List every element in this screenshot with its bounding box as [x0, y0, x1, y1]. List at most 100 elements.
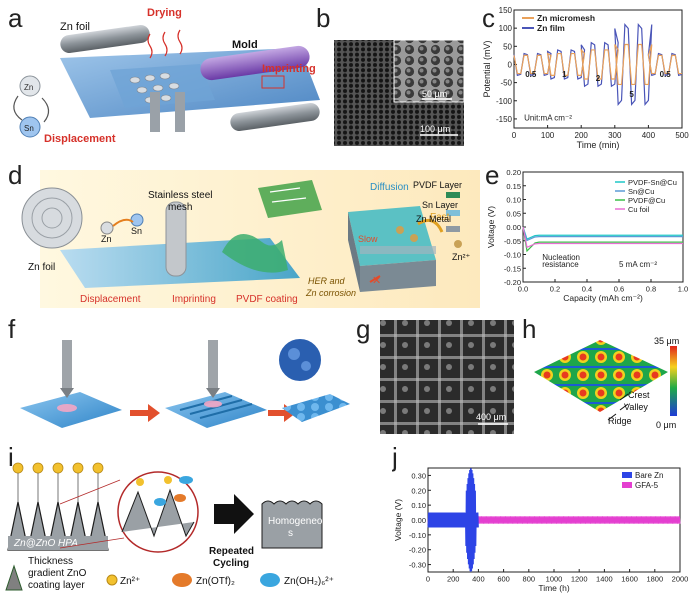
panel-label-d: d	[8, 160, 23, 190]
y-axis-title: Potential (mV)	[482, 40, 492, 97]
x-axis-title: Time (h)	[538, 583, 569, 593]
panel-f-illustration	[20, 337, 350, 428]
label-sn-d: Sn	[131, 226, 142, 236]
y-tick-label: -150	[496, 115, 513, 124]
label-stainless: Stainless steel	[148, 190, 212, 201]
label-cycling: Cycling	[213, 558, 249, 569]
panel-d: d	[0, 160, 485, 310]
panel-b: b 50 μm 100 μm	[312, 0, 482, 160]
y-tick-label: 0.30	[411, 471, 426, 480]
y-tick-label: -0.05	[504, 237, 521, 246]
zn-foil-roll	[60, 24, 150, 54]
y-tick-label: 0	[508, 60, 513, 69]
fast-arrow-icon	[417, 218, 444, 233]
label-fast: Fast	[430, 212, 450, 223]
x-tick-label: 300	[608, 131, 622, 140]
y-tick-label: 0.00	[506, 223, 521, 232]
x-tick-label: 200	[447, 575, 460, 584]
legend-label: Zn micromesh	[537, 13, 595, 23]
zn-atom-icon	[19, 75, 41, 97]
panel-label-f: f	[8, 314, 16, 344]
x-tick-label: 800	[523, 575, 536, 584]
zoom-inset-circle	[277, 337, 323, 383]
drying-heat-icon	[147, 29, 183, 59]
pvdf-coating-shape	[222, 234, 288, 273]
panel-g: g 400 μm	[350, 312, 520, 440]
y-tick-label: 0.10	[411, 501, 426, 510]
legend-spike-icon	[5, 564, 23, 591]
panel-c: c 0 100 200 300 400 500 -150 -100 -50 0 50 100 150 Ti…	[482, 0, 691, 160]
colorbar-h	[670, 346, 677, 416]
legend-thickness-2: gradient ZnO	[28, 568, 87, 579]
panel-a-illustration: Zn foil Drying Mold Imprinting Zn Sn Dis…	[13, 7, 320, 145]
x-tick-label: 1200	[571, 575, 588, 584]
y-tick-label: 50	[503, 42, 512, 51]
label-pvdf-coating: PVDF coating	[236, 294, 298, 305]
plate-3-patterned	[282, 394, 350, 422]
sn-atom-icon	[19, 116, 41, 138]
annotation-nucleation: Nucleation	[542, 253, 580, 262]
bottom-roller	[230, 102, 320, 132]
panel-a: a	[0, 0, 330, 160]
x-tick-label: 100	[541, 131, 555, 140]
sem-image-b: 50 μm 100 μm	[334, 39, 465, 146]
y-tick-label: -0.20	[409, 546, 426, 555]
zn2-ion-row	[12, 462, 104, 474]
x-tick-label: 500	[675, 131, 689, 140]
label-zn-atom: Zn	[24, 83, 33, 92]
y-tick-label: 0.20	[506, 168, 521, 177]
panel-label-e: e	[485, 160, 500, 190]
y-axis-title: Voltage (V)	[486, 206, 496, 248]
x-axis-title: Time (min)	[577, 140, 620, 150]
panel-label-j: j	[392, 442, 398, 472]
label-zn-foil-d: Zn foil	[28, 262, 55, 273]
current-density-label: 0.5	[660, 70, 672, 79]
series-line-pvdf-sn-cu	[522, 226, 683, 240]
y-tick-label: -0.15	[504, 264, 521, 273]
y-tick-label: -0.10	[504, 251, 521, 260]
zn-atom-icon-d	[100, 221, 114, 235]
label-slow: Slow	[358, 234, 378, 244]
scale-g: 400 μm	[476, 412, 506, 422]
series-line-zn-micromesh	[513, 43, 682, 86]
series-line-pvdf-cu	[522, 226, 683, 253]
panel-d-illustration: ✕ Stainless steel mesh Zn Sn Zn foil Dis…	[21, 170, 480, 308]
current-density-label: 5	[629, 90, 634, 99]
label-crest: Crest	[628, 390, 650, 400]
unit-note: Unit:mA cm⁻²	[524, 114, 572, 123]
plot-frame	[513, 9, 683, 129]
x-tick-label: 0	[426, 575, 430, 584]
annotation-current: 5 mA cm⁻²	[619, 260, 657, 269]
y-tick-label: 0.00	[411, 516, 426, 525]
zn2-ion-icon	[454, 240, 462, 248]
legend-label: PVDF@Cu	[628, 196, 665, 205]
y-axis-title: Voltage (V)	[393, 499, 403, 541]
legend-znotf-icon	[172, 573, 192, 587]
label-her: HER and	[308, 276, 346, 286]
x-tick-label: 1400	[596, 575, 613, 584]
x-tick-label: 0.8	[646, 285, 656, 294]
legend-thickness-1: Thickness	[28, 556, 73, 567]
panel-label-h: h	[522, 314, 537, 344]
y-tick-label: -50	[500, 79, 512, 88]
label-mold: Mold	[232, 39, 258, 51]
y-tick-label: 0.10	[506, 196, 521, 205]
x-tick-label: 400	[472, 575, 485, 584]
cycling-arrow-icon	[214, 494, 254, 534]
label-displacement-d: Displacement	[80, 294, 141, 305]
panel-label-c: c	[482, 3, 495, 33]
legend-label: Zn film	[537, 23, 565, 33]
panel-i: i Zn@ZnO HPA Repeated Cycling Homogeneou…	[0, 442, 392, 599]
micrograph-g: 400 μm	[380, 320, 514, 434]
x-axis-title: Capacity (mAh cm⁻²)	[563, 293, 643, 303]
legend-label: PVDF-Sn@Cu	[628, 178, 677, 187]
x-tick-label: 200	[575, 131, 589, 140]
legend-znoh-icon	[260, 573, 280, 587]
chart-c: 0 100 200 300 400 500 -150 -100 -50 0 50 100 150 Time…	[482, 6, 689, 150]
colorbar-bottom: 0 μm	[656, 420, 676, 430]
homogeneous-block	[261, 500, 323, 549]
zn-foil-roll-d	[21, 187, 83, 249]
chart-e: 0.0 0.2 0.4 0.6 0.8 1.0 -0.20 -0.15 -0.10 -0.05 0.…	[486, 168, 688, 303]
series-line-cu-foil	[522, 226, 683, 249]
panel-f: f	[0, 312, 350, 440]
